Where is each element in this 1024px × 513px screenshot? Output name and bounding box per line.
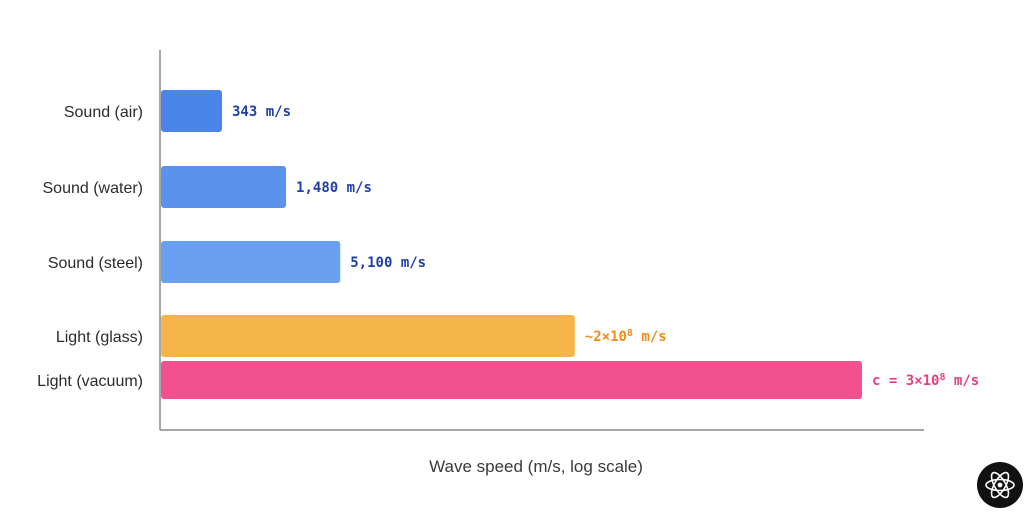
bar-2 xyxy=(161,241,341,283)
bar-0 xyxy=(161,90,222,132)
value-label: 343 m/s xyxy=(232,104,291,120)
bar-3 xyxy=(161,315,575,357)
x-axis-title: Wave speed (m/s, log scale) xyxy=(429,457,643,476)
value-label: 5,100 m/s xyxy=(350,255,426,271)
value-label: ~2×108 m/s xyxy=(585,328,667,346)
value-label: c = 3×108 m/s xyxy=(872,372,979,390)
category-label: Sound (steel) xyxy=(48,255,143,272)
value-label: 1,480 m/s xyxy=(296,180,372,196)
bar-1 xyxy=(161,166,287,208)
category-label: Sound (air) xyxy=(64,104,143,121)
logo xyxy=(977,462,1023,508)
atom-icon xyxy=(985,471,1015,499)
category-label: Light (vacuum) xyxy=(37,373,143,390)
category-label: Light (glass) xyxy=(56,329,143,346)
bar-4 xyxy=(161,361,862,399)
category-label: Sound (water) xyxy=(43,180,144,197)
